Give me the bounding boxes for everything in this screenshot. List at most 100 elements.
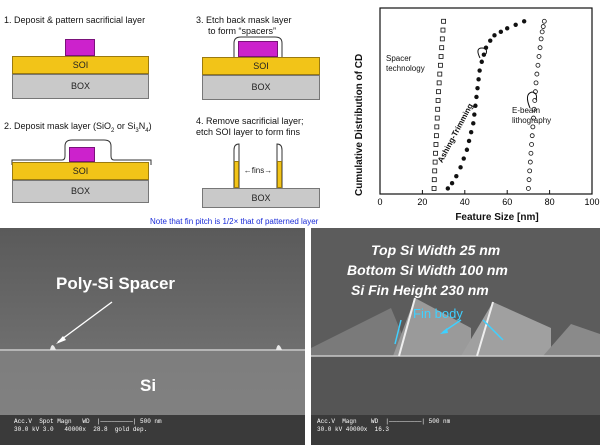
y-axis-label: Cumulative Distribution of CD bbox=[354, 53, 365, 196]
sem-right-scalebar: Acc.V Magn WD |—————————| 500 nm bbox=[317, 418, 451, 425]
data-point-series-0 bbox=[432, 168, 438, 174]
data-point-series-2 bbox=[531, 106, 537, 112]
data-point-series-2 bbox=[535, 62, 541, 68]
data-point-series-0 bbox=[437, 71, 443, 77]
data-point-series-2 bbox=[537, 45, 543, 51]
data-point-series-1 bbox=[481, 52, 487, 57]
data-point-series-1 bbox=[477, 68, 482, 73]
data-point-series-2 bbox=[531, 115, 536, 121]
annotation-spacer: Spacer technology bbox=[386, 54, 425, 73]
data-point-series-0 bbox=[433, 142, 439, 147]
data-point-series-2 bbox=[528, 150, 534, 156]
box-layer-3: BOX bbox=[202, 75, 320, 100]
sem-image-left: Poly-Si Spacer Si Acc.V Spot Magn WD |——… bbox=[0, 228, 305, 445]
data-point-series-1 bbox=[476, 77, 481, 82]
step1-title: 1. Deposit & pattern sacrificial layer bbox=[4, 15, 146, 25]
data-point-series-0 bbox=[433, 133, 439, 139]
fin-right bbox=[277, 161, 282, 188]
data-point-series-1 bbox=[492, 33, 497, 38]
sem-image-right: Top Si Width 25 nm Bottom Si Width 100 n… bbox=[311, 228, 600, 445]
box-layer: BOX bbox=[12, 74, 149, 99]
top-width-text: Top Si Width 25 nm bbox=[371, 242, 501, 258]
data-point-series-2 bbox=[540, 24, 546, 29]
sacrificial-layer bbox=[65, 39, 95, 56]
data-point-series-1 bbox=[468, 129, 474, 135]
x-tick-label: 20 bbox=[417, 197, 427, 207]
data-point-series-1 bbox=[458, 165, 463, 170]
soi-layer: SOI bbox=[12, 56, 149, 74]
x-tick-label: 80 bbox=[545, 197, 555, 207]
data-point-series-1 bbox=[498, 29, 504, 35]
data-point-series-2 bbox=[529, 133, 535, 139]
sem-right-bg bbox=[311, 228, 600, 445]
box-layer-4: BOX bbox=[202, 188, 320, 208]
data-point-series-0 bbox=[431, 177, 437, 183]
step3-title: 3. Etch back mask layer to form “spacers… bbox=[196, 15, 292, 36]
sem-left-params: 30.0 kV 3.0 40000x 28.8 gold dep. bbox=[14, 426, 148, 433]
data-point-series-1 bbox=[454, 173, 459, 179]
data-point-series-1 bbox=[521, 19, 527, 24]
step4-title: 4. Remove sacrificial layer; etch SOI la… bbox=[196, 116, 304, 137]
data-point-series-0 bbox=[439, 45, 445, 51]
fins-shape bbox=[233, 143, 283, 188]
data-point-series-2 bbox=[539, 29, 545, 35]
fin-height-text: Si Fin Height 230 nm bbox=[351, 282, 489, 298]
soi-layer-2: SOI bbox=[12, 162, 149, 180]
data-point-series-2 bbox=[526, 177, 532, 183]
poly-si-spacer-label: Poly-Si Spacer bbox=[56, 274, 176, 293]
data-point-series-1 bbox=[474, 94, 479, 100]
fin-left bbox=[234, 161, 239, 188]
data-point-series-2 bbox=[534, 71, 540, 77]
data-point-series-0 bbox=[435, 98, 441, 103]
x-tick-label: 0 bbox=[377, 197, 382, 207]
data-point-series-2 bbox=[530, 124, 536, 130]
fin-body-label: Fin body bbox=[413, 306, 463, 321]
mask-layer-conformal bbox=[11, 139, 152, 165]
data-point-series-1 bbox=[513, 22, 518, 27]
annotation-ebeam: E-beam lithography bbox=[512, 106, 552, 125]
soi-layer-3: SOI bbox=[202, 57, 320, 75]
x-tick-label: 60 bbox=[502, 197, 512, 207]
data-point-series-2 bbox=[541, 18, 547, 24]
data-point-series-2 bbox=[538, 36, 544, 42]
data-point-series-2 bbox=[529, 142, 534, 147]
fins-label: ←fins→ bbox=[243, 166, 273, 175]
pitch-note: Note that fin pitch is 1/2× that of patt… bbox=[150, 217, 319, 226]
data-point-series-1 bbox=[466, 138, 472, 144]
data-point-series-1 bbox=[464, 147, 470, 152]
sem-left-bg bbox=[0, 228, 305, 445]
cd-chart: 0 20 40 60 80 100 Spacer technology Ashing-Tr… bbox=[340, 0, 600, 228]
data-point-series-1 bbox=[488, 38, 493, 43]
data-point-series-0 bbox=[438, 62, 443, 68]
data-point-series-1 bbox=[479, 59, 484, 64]
data-point-series-2 bbox=[527, 168, 533, 174]
bottom-width-text: Bottom Si Width 100 nm bbox=[347, 262, 508, 278]
data-point-series-0 bbox=[434, 115, 440, 121]
data-point-series-0 bbox=[438, 54, 444, 59]
data-point-series-1 bbox=[449, 181, 455, 186]
sem-left-scalebar: Acc.V Spot Magn WD |—————————| 500 nm bbox=[14, 418, 162, 425]
data-point-series-0 bbox=[432, 159, 438, 165]
data-point-series-2 bbox=[527, 159, 533, 165]
spacer-outline bbox=[233, 36, 283, 57]
data-point-series-0 bbox=[436, 89, 441, 95]
step2-title: 2. Deposit mask layer (SiO2 or Si3N4) bbox=[4, 121, 152, 134]
sem-right-databar bbox=[311, 415, 600, 445]
cd-chart-svg: 0 20 40 60 80 100 bbox=[377, 7, 600, 207]
data-point-series-1 bbox=[472, 112, 477, 117]
box-layer-2: BOX bbox=[12, 180, 149, 203]
sacrificial-layer-3 bbox=[238, 41, 278, 57]
data-point-series-2 bbox=[533, 80, 539, 86]
data-point-series-0 bbox=[434, 124, 440, 130]
data-point-series-0 bbox=[431, 186, 437, 191]
si-label: Si bbox=[140, 376, 157, 395]
data-point-series-2 bbox=[525, 186, 531, 191]
data-point-series-0 bbox=[439, 36, 445, 42]
data-point-series-1 bbox=[471, 121, 476, 126]
data-point-series-0 bbox=[435, 106, 441, 112]
data-point-series-1 bbox=[505, 26, 510, 31]
x-tick-label: 100 bbox=[584, 197, 599, 207]
data-point-series-2 bbox=[536, 54, 542, 59]
data-point-series-1 bbox=[461, 156, 466, 161]
data-point-series-0 bbox=[436, 80, 442, 86]
